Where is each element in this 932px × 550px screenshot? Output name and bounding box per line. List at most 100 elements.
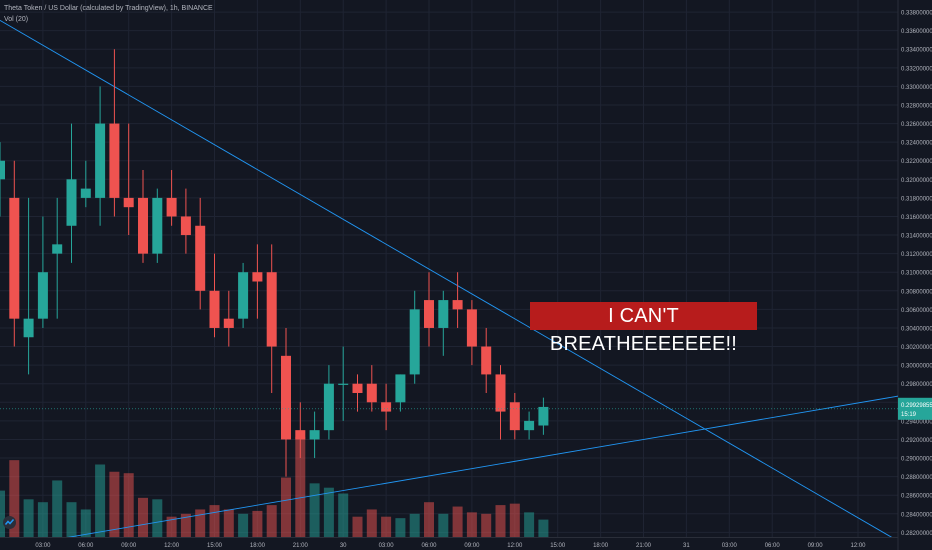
x-tick-label: 31 — [683, 543, 690, 549]
y-tick-label: 0.30400000 — [901, 326, 932, 332]
candle-body — [452, 300, 463, 310]
candle-body — [495, 374, 506, 412]
volume-bar — [37, 502, 48, 537]
volume-bar — [180, 513, 191, 537]
candle-body — [323, 383, 334, 431]
y-tick-label: 0.33600000 — [901, 29, 932, 35]
volume-bar — [138, 497, 148, 537]
candle-body — [238, 272, 249, 319]
annotation-callout[interactable]: I CAN'T BREATHEEEEEEE!! — [530, 302, 757, 355]
volume-bar — [495, 505, 506, 537]
candle-body — [466, 309, 477, 347]
volume-bar — [381, 516, 392, 537]
volume-bar — [23, 499, 34, 537]
candle-body — [180, 216, 191, 236]
y-tick-label: 0.32600000 — [901, 122, 932, 128]
x-tick-label: 06:00 — [765, 543, 781, 549]
candle-body — [509, 402, 520, 431]
candle-body — [481, 346, 492, 375]
volume-bar — [295, 436, 306, 537]
candle-body — [438, 300, 449, 328]
y-tick-label: 0.31800000 — [901, 196, 932, 202]
candle-body — [424, 300, 434, 328]
candle-body — [352, 383, 363, 393]
volume-bar — [309, 483, 320, 537]
y-tick-label: 0.31200000 — [901, 252, 932, 258]
volume-bar — [338, 493, 349, 537]
y-tick-label: 0.28200000 — [901, 531, 932, 537]
x-tick-label: 06:00 — [78, 543, 94, 549]
plot-area — [0, 19, 898, 537]
y-tick-label: 0.32400000 — [901, 141, 932, 147]
candle-body — [0, 160, 5, 180]
volume-bar — [238, 513, 249, 537]
volume-bar — [438, 513, 449, 537]
y-tick-label: 0.30800000 — [901, 289, 932, 295]
candle-body — [381, 402, 392, 412]
volume-bar — [0, 490, 5, 537]
candle-body — [37, 272, 48, 319]
volume-bar — [481, 513, 492, 537]
candle-body — [409, 309, 420, 375]
y-tick-label: 0.32000000 — [901, 178, 932, 184]
y-tick-label: 0.30000000 — [901, 364, 932, 370]
x-tick-label: 06:00 — [421, 543, 437, 549]
candle-body — [295, 430, 306, 440]
y-tick-label: 0.29800000 — [901, 382, 932, 388]
volume-bar — [95, 464, 106, 537]
volume-bar — [466, 512, 477, 537]
volume-bar — [9, 460, 20, 537]
candle-body — [95, 123, 106, 198]
countdown-label-text: 15:19 — [901, 412, 917, 418]
candle-body — [9, 197, 20, 319]
volume-bar — [223, 509, 234, 537]
volume-indicator-label[interactable]: Vol (20) — [4, 16, 29, 23]
volume-bar — [80, 509, 91, 537]
candle-body — [109, 123, 120, 198]
y-tick-label: 0.29200000 — [901, 438, 932, 444]
tradingview-logo-icon[interactable] — [3, 516, 16, 529]
y-tick-label: 0.30200000 — [901, 345, 932, 351]
volume-bar — [281, 477, 291, 537]
candle-body — [80, 188, 91, 198]
candle-body — [366, 383, 377, 403]
x-tick-label: 12:00 — [507, 543, 523, 549]
volume-bar — [152, 499, 163, 537]
candle-body — [123, 197, 134, 208]
volume-bar — [123, 473, 134, 537]
y-tick-label: 0.33000000 — [901, 85, 932, 91]
volume-bar — [52, 480, 63, 537]
candle-body — [66, 179, 77, 226]
volume-bar — [266, 505, 277, 537]
candle-body — [166, 197, 177, 217]
symbol-title: Theta Token / US Dollar (calculated by T… — [4, 5, 213, 12]
volume-bar — [166, 516, 177, 537]
volume-bar — [195, 509, 206, 537]
candle-body — [524, 420, 535, 431]
x-tick-label: 15:00 — [550, 543, 566, 549]
x-tick-label: 12:00 — [164, 543, 180, 549]
x-tick-label: 03:00 — [379, 543, 395, 549]
volume-bar — [395, 518, 406, 537]
y-tick-label: 0.28400000 — [901, 512, 932, 518]
volume-bar — [524, 512, 535, 537]
volume-bar — [66, 502, 77, 537]
x-tick-label: 09:00 — [464, 543, 480, 549]
y-tick-label: 0.31400000 — [901, 234, 932, 240]
y-tick-label: 0.29400000 — [901, 419, 932, 425]
x-tick-label: 18:00 — [593, 543, 609, 549]
y-tick-label: 0.32800000 — [901, 103, 932, 109]
candle-body — [395, 374, 406, 403]
price-label-text: 0.29929855 — [901, 403, 932, 409]
volume-bar — [509, 503, 520, 537]
volume-bar — [323, 487, 334, 537]
trendline — [0, 19, 893, 537]
volume-bar — [209, 505, 220, 537]
candle-body — [223, 318, 234, 328]
x-tick-label: 09:00 — [121, 543, 137, 549]
x-tick-label: 30 — [340, 543, 347, 549]
candle-body — [23, 318, 34, 338]
y-tick-label: 0.31600000 — [901, 215, 932, 221]
